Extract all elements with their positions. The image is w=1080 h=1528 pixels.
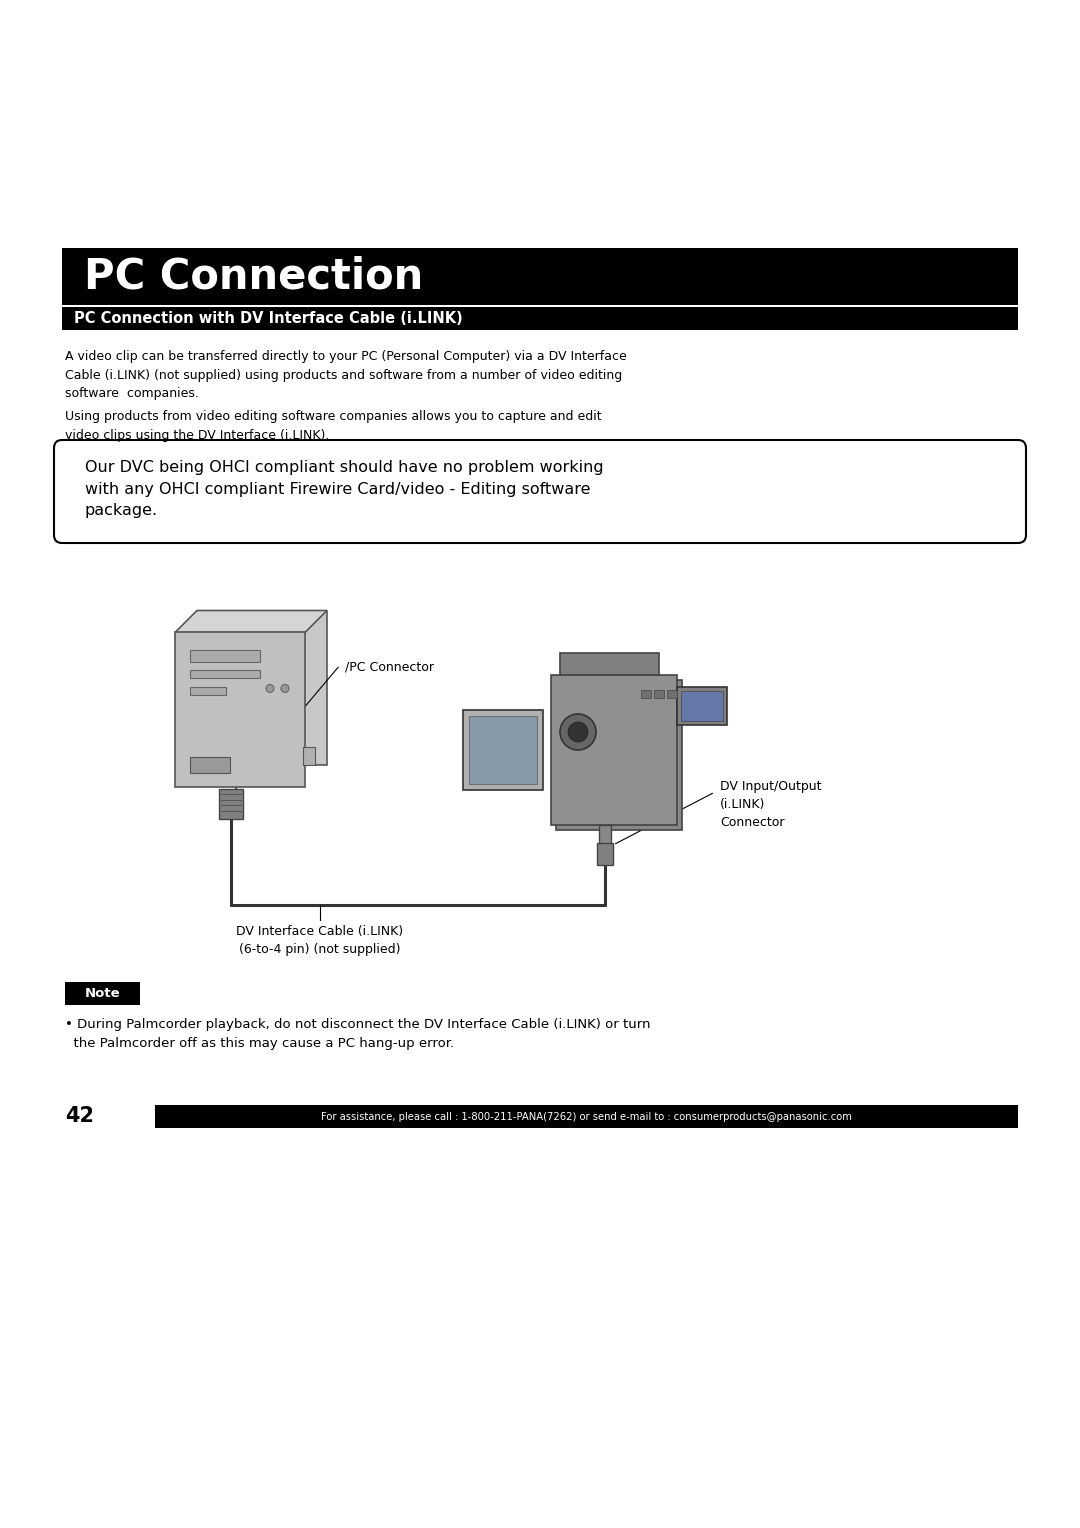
Circle shape — [281, 685, 289, 692]
Polygon shape — [197, 611, 327, 766]
Bar — [597, 843, 613, 865]
FancyBboxPatch shape — [54, 440, 1026, 542]
Text: Using products from video editing software companies allows you to capture and e: Using products from video editing softwa… — [65, 410, 602, 442]
Text: DV Input/Output
(i.LINK)
Connector: DV Input/Output (i.LINK) Connector — [720, 779, 822, 830]
Bar — [599, 825, 611, 845]
Bar — [190, 671, 260, 678]
Polygon shape — [175, 611, 327, 633]
Bar — [190, 651, 260, 663]
Text: PC Connection with DV Interface Cable (i.LINK): PC Connection with DV Interface Cable (i… — [75, 312, 462, 325]
Bar — [62, 307, 1018, 330]
Bar — [62, 248, 1018, 306]
Bar — [219, 790, 243, 819]
Bar — [463, 711, 543, 790]
Text: Note: Note — [84, 987, 120, 999]
Circle shape — [561, 714, 596, 750]
Bar — [681, 691, 723, 721]
Bar — [642, 691, 651, 698]
Text: For assistance, please call : 1-800-211-PANA(7262) or send e-mail to : consumerp: For assistance, please call : 1-800-211-… — [321, 1111, 852, 1122]
Circle shape — [266, 685, 274, 692]
Text: PC Connection: PC Connection — [84, 255, 423, 298]
Text: A video clip can be transferred directly to your PC (Personal Computer) via a DV: A video clip can be transferred directly… — [65, 350, 626, 400]
Bar — [654, 691, 664, 698]
Bar — [65, 983, 140, 1005]
Bar — [667, 691, 677, 698]
Bar — [551, 675, 677, 825]
Text: DV Interface Cable (i.LINK)
(6-to-4 pin) (not supplied): DV Interface Cable (i.LINK) (6-to-4 pin)… — [237, 924, 404, 957]
Bar — [190, 758, 230, 773]
Text: Our DVC being OHCI compliant should have no problem working
with any OHCI compli: Our DVC being OHCI compliant should have… — [85, 460, 604, 518]
Text: 42: 42 — [65, 1106, 94, 1126]
Bar — [469, 717, 537, 784]
Bar — [175, 633, 305, 787]
Bar — [677, 688, 727, 724]
Text: /PC Connector: /PC Connector — [345, 660, 434, 672]
Bar — [561, 652, 659, 675]
Bar — [156, 1105, 1018, 1128]
Bar — [303, 747, 315, 766]
Text: • During Palmcorder playback, do not disconnect the DV Interface Cable (i.LINK) : • During Palmcorder playback, do not dis… — [65, 1018, 650, 1050]
Bar — [190, 688, 226, 695]
Circle shape — [568, 723, 588, 743]
Bar — [556, 680, 681, 830]
